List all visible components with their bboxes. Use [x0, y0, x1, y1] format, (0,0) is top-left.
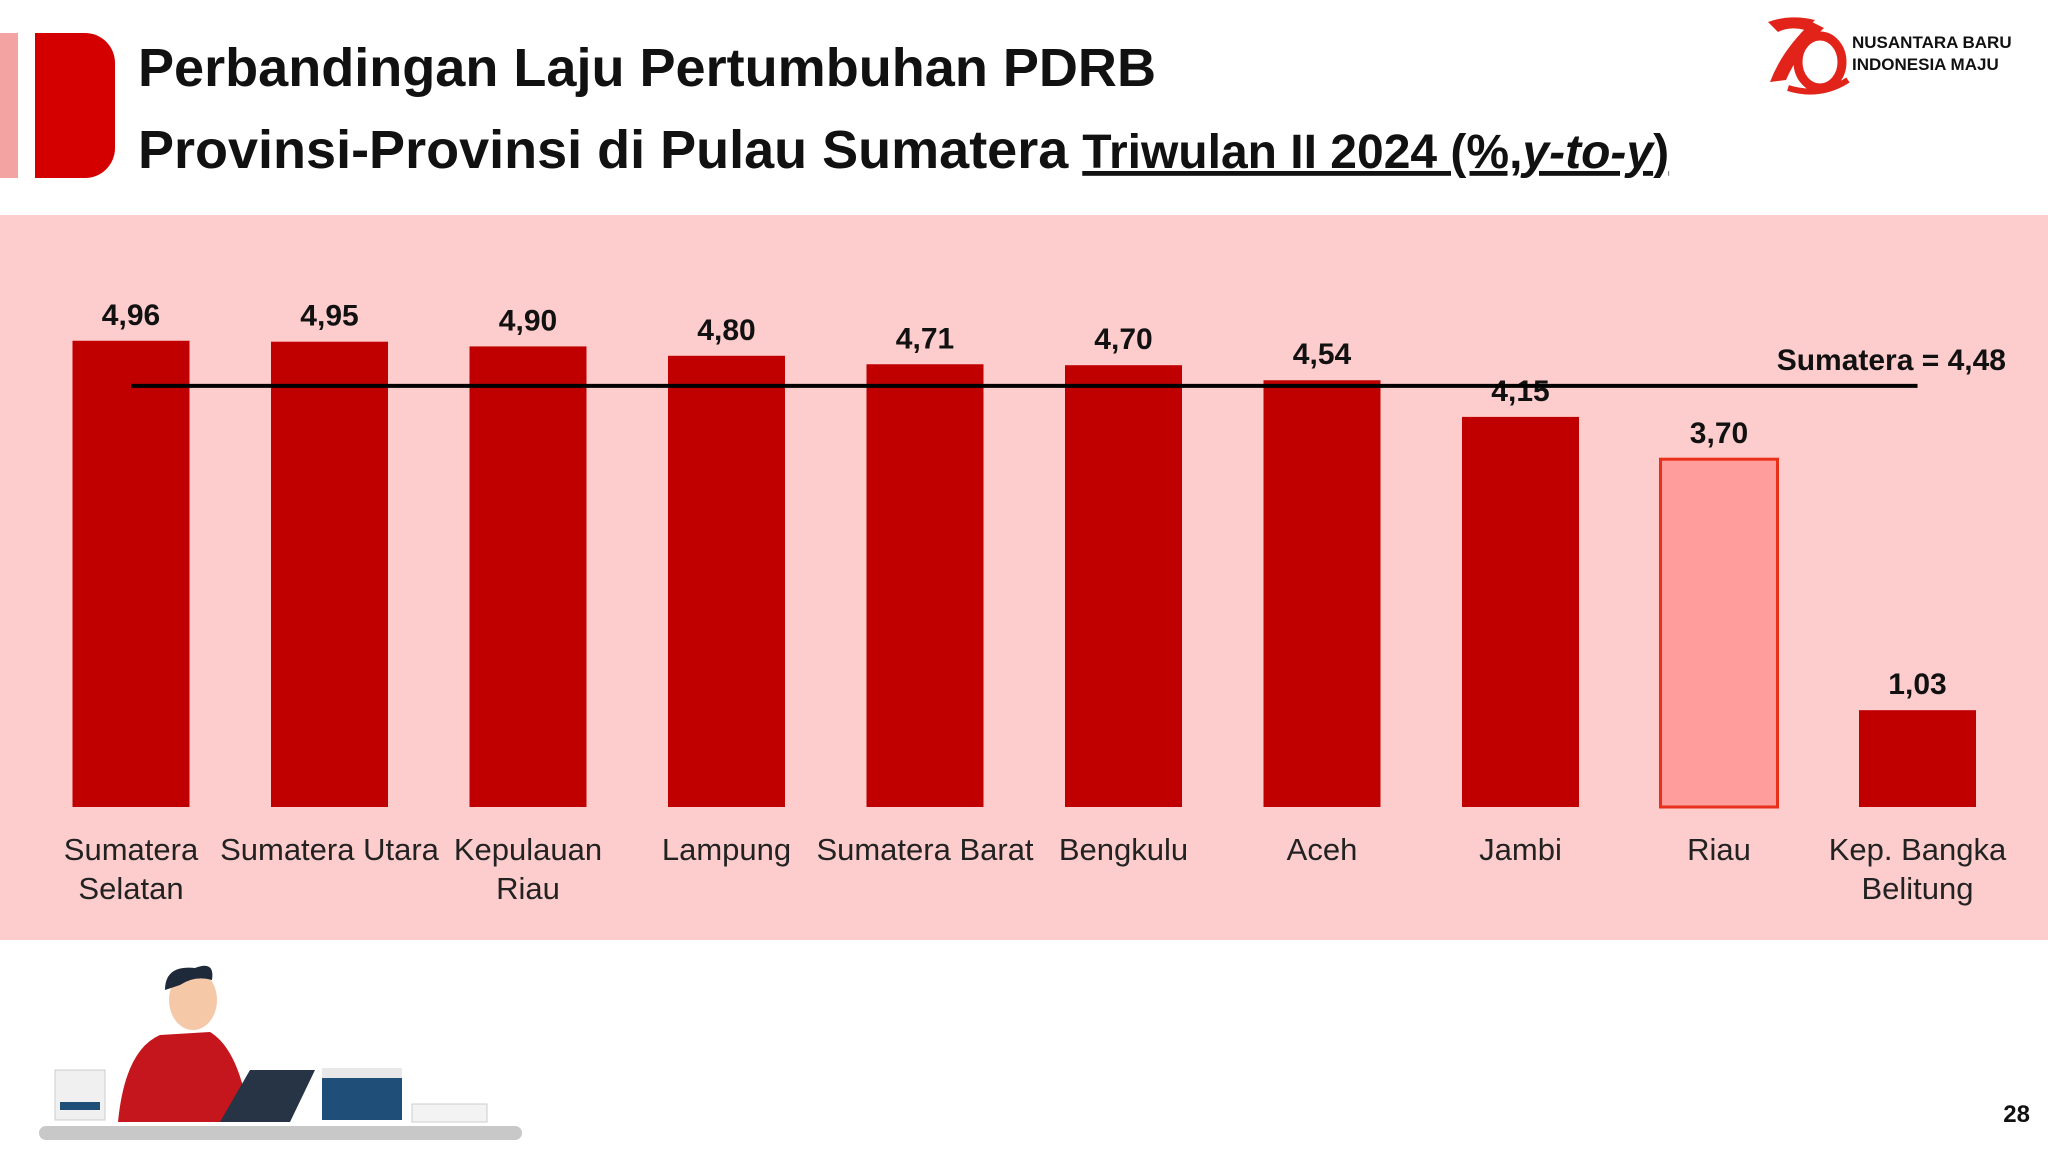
logo-mark — [1768, 17, 1815, 32]
bar — [668, 355, 785, 807]
title-period: Triwulan II 2024 (%, — [1082, 126, 1522, 179]
x-tick-label: Selatan — [78, 871, 183, 906]
value-label: 1,03 — [1888, 668, 1946, 701]
x-tick-label: Lampung — [662, 832, 791, 867]
illustration — [39, 965, 522, 1140]
bar — [1659, 457, 1779, 809]
title-period-end: ) — [1653, 126, 1669, 179]
accent-block — [35, 33, 115, 178]
value-label: 4,71 — [896, 322, 954, 355]
x-tick-label: Riau — [1687, 832, 1751, 867]
x-tick-label: Sumatera Barat — [816, 832, 1033, 867]
bar — [271, 341, 388, 807]
bar — [866, 364, 984, 807]
logo-text: INDONESIA MAJU — [1852, 55, 1999, 74]
x-tick-label: Kep. Bangka — [1829, 832, 2007, 867]
person-hair — [165, 965, 213, 990]
papers — [411, 1103, 488, 1123]
bar — [1462, 416, 1579, 807]
chart: 4,96 Sumatera Selatan 4,95 Sumatera Utara 4,9… — [64, 299, 2007, 906]
title-text: Provinsi-Provinsi di Pulau Sumatera — [138, 120, 1069, 180]
binders — [322, 1068, 402, 1078]
title-line-1: Perbandingan Laju Pertumbuhan PDRB — [138, 38, 1156, 98]
logo: NUSANTARA BARU INDONESIA MAJU — [1768, 17, 2012, 95]
bar — [1859, 710, 1976, 807]
bar — [469, 346, 587, 807]
bar — [72, 340, 190, 807]
value-label: 4,96 — [102, 299, 160, 332]
x-tick-label: Jambi — [1479, 832, 1562, 867]
title-line-2: Provinsi-Provinsi di Pulau Sumatera Triwu… — [138, 120, 1669, 180]
accent-bar — [0, 33, 18, 178]
value-label: 3,70 — [1690, 417, 1748, 450]
value-label: 4,95 — [300, 300, 358, 333]
x-tick-label: Sumatera — [64, 832, 199, 867]
bar — [1263, 380, 1381, 807]
page-number: 28 — [2003, 1101, 2030, 1128]
logo-text: NUSANTARA BARU — [1852, 33, 2012, 52]
person-body — [118, 1032, 250, 1122]
value-label: 4,54 — [1293, 338, 1352, 371]
papers — [60, 1102, 100, 1110]
value-label: 4,15 — [1491, 375, 1549, 408]
x-tick-label: Bengkulu — [1059, 832, 1188, 867]
value-label: 4,70 — [1094, 323, 1152, 356]
person-head — [169, 970, 217, 1030]
desk — [39, 1126, 522, 1140]
logo-mark — [1787, 77, 1850, 95]
bar — [1065, 365, 1182, 807]
value-label: 4,90 — [499, 304, 557, 337]
x-tick-label: Kepulauan — [454, 832, 602, 867]
x-tick-label: Sumatera Utara — [220, 832, 440, 867]
papers — [54, 1069, 106, 1121]
title-period-italic: y-to-y — [1520, 126, 1655, 179]
value-label: 4,80 — [697, 314, 755, 347]
laptop — [220, 1070, 315, 1122]
x-tick-label: Riau — [496, 871, 560, 906]
x-tick-label: Belitung — [1861, 871, 1973, 906]
reference-label: Sumatera = 4,48 — [1777, 344, 2006, 377]
x-tick-label: Aceh — [1287, 832, 1358, 867]
